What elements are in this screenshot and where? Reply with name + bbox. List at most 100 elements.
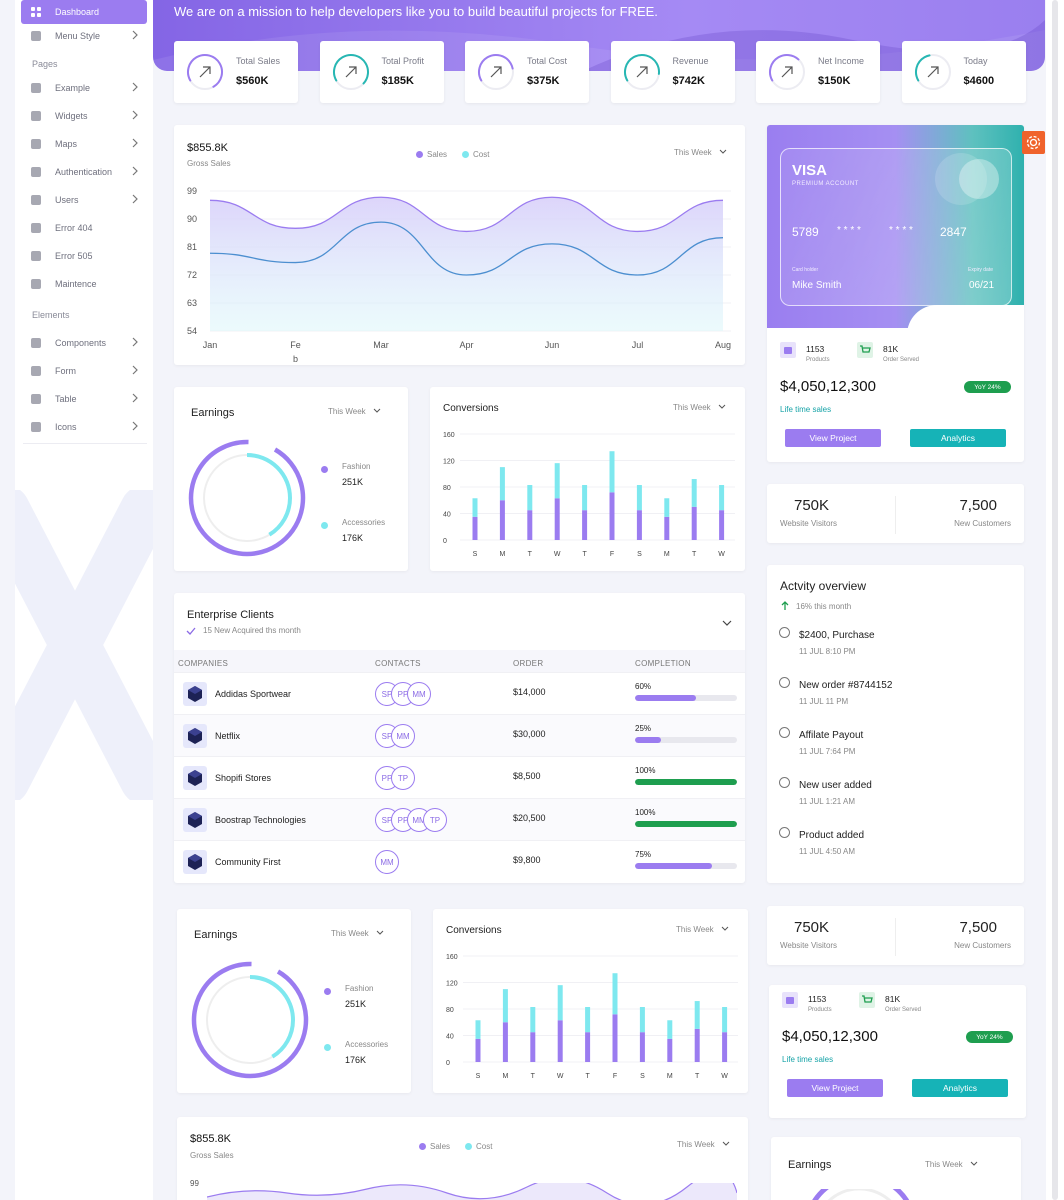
sidebar-item-error-404[interactable]: Error 404 [21, 216, 147, 240]
sidebar-item-icons[interactable]: Icons [21, 415, 147, 439]
bar-segment-upper [475, 1020, 481, 1039]
table-row[interactable]: Boostrap Technologies SP PP MM TP $20,500 100% [174, 798, 745, 840]
analytics-button[interactable]: Analytics [912, 1079, 1008, 1097]
sidebar-divider [23, 443, 147, 444]
table-header [174, 650, 745, 672]
completion-bar [635, 779, 737, 785]
x-tick-label: S [476, 1073, 481, 1080]
info-icon [29, 420, 43, 434]
x-tick-label: T [695, 1073, 700, 1080]
conversions-period-dropdown[interactable]: This Week [673, 402, 727, 412]
donut-slice-accessories [205, 975, 295, 1065]
stat-label: Total Profit [381, 56, 425, 66]
contact-avatar[interactable]: MM [375, 850, 399, 874]
table-row[interactable]: Netflix SP MM $30,000 25% [174, 714, 745, 756]
y-tick-label: 160 [443, 432, 455, 439]
gross-period-dropdown[interactable]: This Week [674, 147, 728, 157]
map-pin-icon-glyph [31, 139, 41, 149]
earnings-period-dropdown[interactable]: This Week [925, 1159, 979, 1169]
x-tick-label: T [582, 551, 587, 558]
components-icon-glyph [31, 338, 41, 348]
table-row[interactable]: Addidas Sportwear SP PP MM $14,000 60% [174, 672, 745, 714]
activity-title-text: New user added [799, 780, 872, 791]
x-tick-label: Mar [373, 340, 389, 350]
completion-pct: 60% [635, 682, 652, 691]
form-icon-glyph [31, 366, 41, 376]
sidebar-item-error-505[interactable]: Error 505 [21, 244, 147, 268]
bar-segment-lower [722, 1032, 728, 1062]
bar-segment-lower [691, 506, 697, 540]
y-tick-label: 81 [187, 242, 197, 252]
sidebar-item-label: Maps [55, 139, 78, 149]
cube-icon [188, 728, 202, 744]
legend-value: 251K [345, 999, 367, 1009]
sidebar-item-label: Menu Style [55, 31, 101, 41]
conversions-period-dropdown[interactable]: This Week [676, 924, 730, 934]
y-tick-label: 80 [443, 485, 451, 492]
conversions-period-label: This Week [676, 924, 714, 934]
earnings-period-dropdown[interactable]: This Week [331, 928, 385, 938]
sidebar-item-components[interactable]: Components [21, 331, 147, 355]
sidebar-item-table[interactable]: Table [21, 387, 147, 411]
earnings-period-label: This Week [328, 406, 366, 416]
order-value: $14,000 [513, 687, 546, 697]
sidebar-item-authentication[interactable]: Authentication [21, 160, 147, 184]
earnings-period-dropdown[interactable]: This Week [328, 406, 382, 416]
y-tick-label: 99 [187, 186, 197, 196]
holder-label: Card holder [792, 267, 819, 273]
header-companies: COMPANIES [178, 659, 229, 668]
cart-icon [857, 342, 873, 358]
sales-line [209, 196, 724, 233]
sidebar-item-example[interactable]: Example [21, 76, 147, 100]
contact-avatar[interactable]: MM [407, 682, 431, 706]
orders-label: Order Served [883, 357, 920, 363]
visa-card[interactable]: VISA PREMIUM ACCOUNT 5789 * * * * * * * … [780, 148, 1012, 306]
analytics-button[interactable]: Analytics [910, 429, 1006, 447]
gross-period-dropdown[interactable]: This Week [677, 1139, 731, 1149]
legend-sales-dot [416, 151, 423, 158]
legend-cost: Cost [473, 150, 490, 159]
contact-avatar[interactable]: TP [423, 808, 447, 832]
menu-style-icon [29, 29, 43, 43]
gross-period-label: This Week [674, 147, 712, 157]
activity-time: 11 JUL 7:64 PM [799, 747, 856, 756]
conversions-card-2: Conversions This Week 160 120 80 40 0 S M T W T F S M T… [433, 909, 748, 1093]
chevron-right-icon [132, 365, 138, 375]
table-row[interactable]: Shopifi Stores PP TP $8,500 100% [174, 756, 745, 798]
clients-title: Enterprise Clients [187, 609, 274, 621]
divider [895, 496, 896, 534]
completion-pct: 75% [635, 850, 652, 859]
settings-button[interactable] [1022, 131, 1045, 154]
holder-name: Mike Smith [792, 280, 842, 291]
scrollbar[interactable] [1046, 0, 1064, 1200]
gross-sales-card-2: $855.8K Gross Sales Sales Cost This Week… [177, 1117, 748, 1200]
gross-sales-chart-partial [207, 1183, 737, 1200]
sidebar-item-maps[interactable]: Maps [21, 132, 147, 156]
sidebar-item-maintence[interactable]: Maintence [21, 272, 147, 296]
view-project-button[interactable]: View Project [785, 429, 881, 447]
sidebar-item-dashboard[interactable]: Dashboard [21, 0, 147, 24]
view-project-button[interactable]: View Project [787, 1079, 883, 1097]
bar-segment-upper [557, 985, 563, 1021]
lifetime-subtitle: Life time sales [782, 1055, 834, 1064]
stat-label: Revenue [672, 56, 709, 66]
visa-background [767, 125, 1024, 328]
bar-segment-upper [502, 989, 508, 1023]
legend-sales: Sales [430, 1142, 451, 1151]
sidebar-item-menu-style[interactable]: Menu Style [21, 24, 147, 48]
chevron-down-icon[interactable] [721, 617, 733, 629]
visa-bg-curve [907, 305, 1024, 345]
order-value: $20,500 [513, 813, 546, 823]
sidebar-item-widgets[interactable]: Widgets [21, 104, 147, 128]
contact-avatar[interactable]: MM [391, 724, 415, 748]
legend-dot [324, 988, 331, 995]
table-row[interactable]: Community First MM $9,800 75% [174, 840, 745, 882]
contact-avatar[interactable]: TP [391, 766, 415, 790]
sidebar-item-form[interactable]: Form [21, 359, 147, 383]
stat-progress-ring [623, 54, 660, 90]
expiry-label: Expiry date [968, 267, 994, 273]
bar-segment-lower [499, 500, 505, 540]
sidebar-item-users[interactable]: Users [21, 188, 147, 212]
y-tick-label: 0 [443, 538, 447, 545]
users-icon-glyph [31, 195, 41, 205]
